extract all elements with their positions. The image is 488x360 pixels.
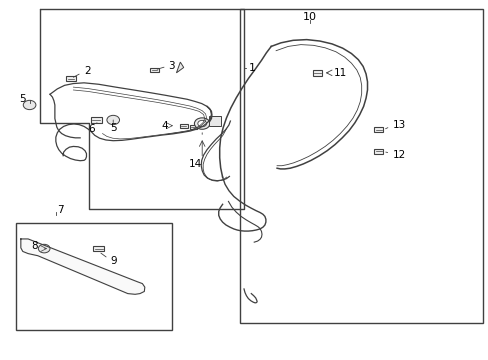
Circle shape bbox=[198, 120, 206, 127]
FancyBboxPatch shape bbox=[93, 246, 104, 251]
FancyBboxPatch shape bbox=[91, 117, 102, 123]
Text: 7: 7 bbox=[57, 205, 64, 215]
Text: 1: 1 bbox=[248, 63, 255, 73]
FancyBboxPatch shape bbox=[150, 68, 159, 72]
Bar bbox=[208, 116, 220, 126]
Text: 2: 2 bbox=[84, 66, 90, 76]
Bar bbox=[239, 9, 482, 323]
Circle shape bbox=[194, 118, 209, 129]
FancyBboxPatch shape bbox=[312, 70, 322, 76]
Text: 14: 14 bbox=[189, 158, 202, 168]
Text: 3: 3 bbox=[168, 61, 175, 71]
Polygon shape bbox=[21, 239, 144, 294]
Text: 6: 6 bbox=[88, 123, 95, 134]
Text: 13: 13 bbox=[392, 120, 405, 130]
Circle shape bbox=[38, 244, 50, 253]
Circle shape bbox=[107, 115, 119, 125]
Text: 12: 12 bbox=[392, 150, 405, 160]
Bar bbox=[16, 223, 171, 330]
Text: 11: 11 bbox=[333, 68, 346, 78]
Text: 9: 9 bbox=[111, 256, 117, 266]
Circle shape bbox=[23, 100, 36, 110]
Text: 10: 10 bbox=[303, 13, 317, 22]
Text: 5: 5 bbox=[19, 94, 25, 104]
Text: 4: 4 bbox=[161, 121, 167, 131]
FancyBboxPatch shape bbox=[373, 149, 382, 154]
FancyBboxPatch shape bbox=[66, 76, 76, 81]
Polygon shape bbox=[176, 62, 183, 73]
Text: 8: 8 bbox=[31, 241, 38, 251]
FancyBboxPatch shape bbox=[189, 125, 197, 129]
Text: 5: 5 bbox=[110, 123, 116, 133]
FancyBboxPatch shape bbox=[373, 127, 382, 132]
FancyBboxPatch shape bbox=[180, 123, 187, 128]
